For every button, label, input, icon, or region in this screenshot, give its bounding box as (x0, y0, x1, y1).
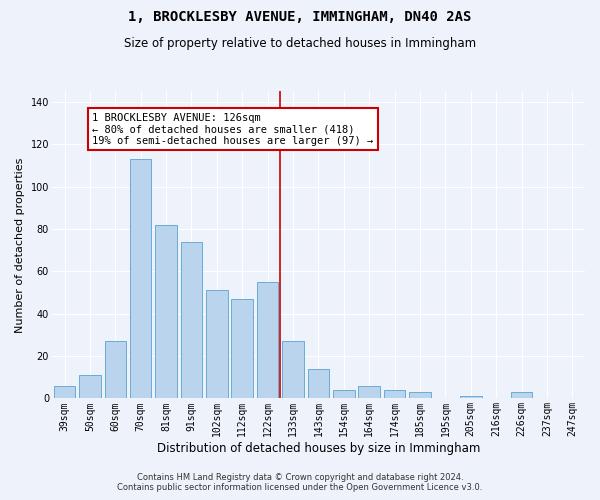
Bar (155, 225, 177, 398)
Bar (232, 299, 253, 398)
Bar (79, 375, 101, 398)
Bar (460, 396, 482, 398)
Bar (257, 282, 278, 399)
Bar (54, 386, 76, 398)
Y-axis label: Number of detached properties: Number of detached properties (15, 158, 25, 332)
Bar (409, 392, 431, 398)
Bar (308, 369, 329, 398)
Text: 1 BROCKLESBY AVENUE: 126sqm
← 80% of detached houses are smaller (418)
19% of se: 1 BROCKLESBY AVENUE: 126sqm ← 80% of det… (92, 112, 374, 146)
Text: Size of property relative to detached houses in Immingham: Size of property relative to detached ho… (124, 38, 476, 51)
Bar (511, 392, 532, 398)
Bar (384, 390, 406, 398)
Bar (282, 342, 304, 398)
Bar (130, 159, 151, 398)
Bar (104, 342, 126, 398)
Bar (206, 290, 227, 399)
Text: Contains HM Land Registry data © Crown copyright and database right 2024.
Contai: Contains HM Land Registry data © Crown c… (118, 473, 482, 492)
Bar (181, 242, 202, 398)
X-axis label: Distribution of detached houses by size in Immingham: Distribution of detached houses by size … (157, 442, 480, 455)
Bar (333, 390, 355, 398)
Text: 1, BROCKLESBY AVENUE, IMMINGHAM, DN40 2AS: 1, BROCKLESBY AVENUE, IMMINGHAM, DN40 2A… (128, 10, 472, 24)
Bar (358, 386, 380, 398)
